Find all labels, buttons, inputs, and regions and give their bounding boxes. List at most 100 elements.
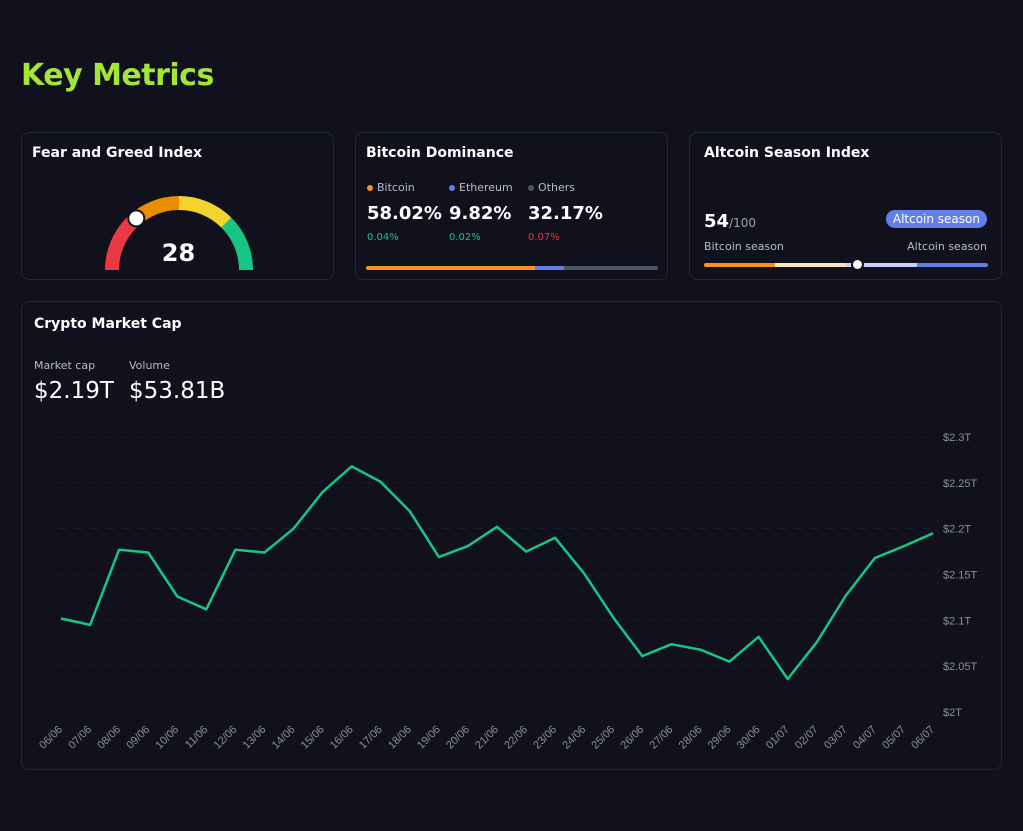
altcoin-season-knob: [850, 258, 864, 271]
altcoin-season-track: [704, 263, 988, 267]
fear-greed-value: 28: [161, 239, 196, 267]
altcoin-season-badge: Altcoin season: [885, 210, 987, 228]
x-tick-label: 06/06: [37, 724, 65, 752]
y-tick-label: $2.2T: [943, 524, 971, 536]
fear-greed-title: Fear and Greed Index: [32, 145, 203, 161]
market-cap-chart[interactable]: $2T $2.05T $2.1T $2.15T $2.2T $2.25T $2.3T 06/0…: [22, 302, 1003, 771]
data-point[interactable]: [580, 570, 588, 578]
data-point[interactable]: [435, 553, 443, 561]
y-tick-label: $2.1T: [943, 615, 971, 627]
bitcoin-dominance-title: Bitcoin Dominance: [366, 145, 514, 161]
data-point[interactable]: [696, 646, 704, 654]
x-tick-label: 09/06: [124, 724, 152, 752]
data-point[interactable]: [348, 462, 356, 470]
data-point[interactable]: [115, 546, 123, 554]
x-tick-label: 30/06: [735, 724, 763, 752]
gauge-segment: [221, 217, 253, 271]
data-point[interactable]: [493, 523, 501, 531]
data-point[interactable]: [202, 605, 210, 613]
gauge-indicator: [127, 209, 146, 228]
others-dot-icon: [528, 184, 534, 191]
data-point[interactable]: [144, 549, 152, 557]
altcoin-score: 54/100: [704, 211, 756, 232]
altcoin-season-card[interactable]: Altcoin Season Index 54/100 Altcoin seas…: [689, 132, 1002, 280]
market-cap-line: [60, 465, 934, 681]
dominance-others-label: Others: [538, 181, 575, 194]
data-point[interactable]: [173, 593, 181, 601]
x-tick-label: 18/06: [386, 724, 414, 752]
data-point[interactable]: [638, 652, 646, 660]
data-point[interactable]: [290, 525, 298, 533]
fear-greed-card[interactable]: Fear and Greed Index 28: [21, 132, 334, 280]
data-point[interactable]: [231, 546, 239, 554]
x-tick-label: 12/06: [212, 724, 240, 752]
market-cap-label: Market cap: [34, 359, 96, 372]
market-cap-title: Crypto Market Cap: [34, 316, 182, 332]
x-tick-label: 23/06: [531, 724, 559, 752]
data-point[interactable]: [260, 549, 268, 557]
page-title: Key Metrics: [21, 58, 214, 93]
data-point[interactable]: [522, 548, 530, 556]
x-tick-label: 21/06: [473, 724, 501, 752]
dominance-bitcoin-pct: 58.02%: [367, 203, 442, 224]
x-tick-label: 03/07: [822, 724, 850, 752]
y-tick-label: $2T: [943, 707, 962, 719]
dominance-ethereum-change: 0.02%: [449, 232, 481, 243]
x-tick-label: 07/06: [66, 724, 94, 752]
altcoin-score-max: /100: [729, 216, 757, 230]
data-point[interactable]: [609, 614, 617, 622]
dominance-ethereum: Ethereum 9.82% 0.02%: [449, 181, 513, 243]
data-point[interactable]: [755, 633, 763, 641]
dominance-others-change: 0.07%: [528, 232, 560, 243]
market-cap-card[interactable]: Crypto Market Cap Market cap $2.19T Volu…: [21, 301, 1002, 770]
x-tick-label: 20/06: [444, 724, 472, 752]
data-point[interactable]: [319, 488, 327, 496]
x-tick-label: 16/06: [328, 724, 356, 752]
data-point[interactable]: [726, 658, 734, 666]
x-tick-label: 17/06: [357, 724, 385, 752]
y-tick-label: $2.25T: [943, 478, 978, 490]
x-tick-label: 06/07: [909, 724, 937, 752]
dominance-bitcoin: Bitcoin 58.02% 0.04%: [367, 181, 442, 243]
dominance-bar-segment: [564, 266, 658, 270]
ethereum-dot-icon: [449, 184, 455, 191]
data-point[interactable]: [57, 615, 65, 623]
data-point[interactable]: [929, 529, 937, 537]
dominance-bitcoin-change: 0.04%: [367, 232, 399, 243]
dominance-bar: [366, 266, 658, 270]
data-point[interactable]: [842, 592, 850, 600]
x-tick-label: 26/06: [619, 724, 647, 752]
gauge-segment: [105, 217, 137, 271]
data-point[interactable]: [551, 534, 559, 542]
bitcoin-dominance-card[interactable]: Bitcoin Dominance Bitcoin 58.02% 0.04% E…: [355, 132, 668, 280]
y-tick-label: $2.3T: [943, 432, 971, 444]
x-tick-label: 04/07: [851, 724, 879, 752]
y-tick-label: $2.15T: [943, 570, 978, 582]
x-tick-label: 05/07: [880, 724, 908, 752]
x-tick-label: 10/06: [153, 724, 181, 752]
x-tick-label: 11/06: [183, 724, 210, 751]
data-point[interactable]: [667, 640, 675, 648]
data-point[interactable]: [813, 638, 821, 646]
x-tick-label: 24/06: [560, 724, 588, 752]
dominance-ethereum-pct: 9.82%: [449, 203, 512, 224]
dominance-bar-segment: [366, 266, 536, 270]
bitcoin-season-label: Bitcoin season: [704, 240, 784, 253]
x-tick-label: 15/06: [299, 724, 327, 752]
data-point[interactable]: [871, 554, 879, 562]
data-point[interactable]: [784, 675, 792, 683]
x-tick-label: 14/06: [270, 724, 298, 752]
data-point[interactable]: [464, 542, 472, 550]
x-tick-label: 27/06: [648, 724, 676, 752]
x-tick-label: 22/06: [502, 724, 530, 752]
data-point[interactable]: [900, 542, 908, 550]
dominance-bitcoin-label: Bitcoin: [377, 181, 415, 194]
data-point[interactable]: [406, 507, 414, 515]
x-tick-label: 28/06: [677, 724, 705, 752]
data-point[interactable]: [377, 478, 385, 486]
x-tick-label: 29/06: [706, 724, 734, 752]
x-tick-label: 13/06: [241, 724, 269, 752]
x-tick-label: 02/07: [793, 724, 821, 752]
data-point[interactable]: [86, 621, 94, 629]
x-tick-label: 08/06: [95, 724, 123, 752]
